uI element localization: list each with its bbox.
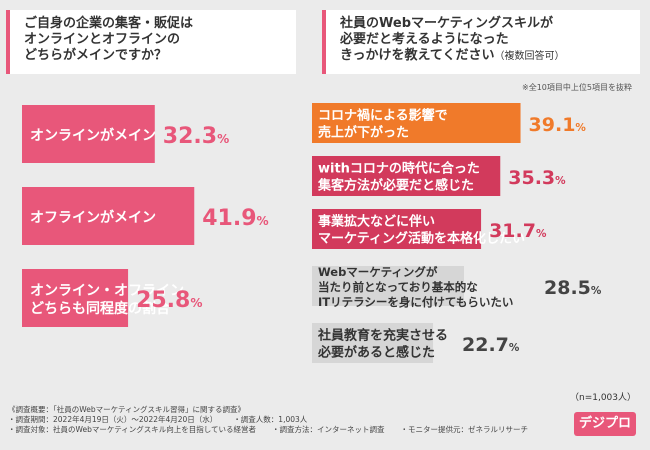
left-question-box: ご自身の企業の集客・販促は オンラインとオフラインの どちらがメインですか？ xyxy=(6,10,296,74)
left-question-line2: オンラインとオフラインの xyxy=(24,32,181,47)
right-bar-category-label: 必要があると感じた xyxy=(317,345,435,361)
left-question-line3: どちらがメインですか？ xyxy=(24,48,168,63)
right-bar-category-label: withコロナの時代に合った xyxy=(318,161,480,177)
footer-provider: ・モニター提供元：ゼネラルリサーチ xyxy=(400,425,529,434)
right-bar-value-label: 22.7% xyxy=(462,334,520,356)
right-bar-value-label: 39.1% xyxy=(529,114,587,136)
right-question-box: 社員のWebマーケティングスキルが 必要だと考えるようになった きっかけを教えて… xyxy=(322,10,640,74)
right-bar-value-label: 35.3% xyxy=(508,167,566,189)
footer-target: ・調査対象：社員のWebマーケティングスキル向上を目指している経営者 xyxy=(8,425,257,434)
left-bar-category-label: どちらも同程度の割合 xyxy=(30,300,171,317)
right-question-line3: きっかけを教えてください xyxy=(340,48,495,63)
right-bar-category-label: 集客方法が必要だと感じた xyxy=(317,178,474,194)
footer-count: ・調査人数：1,003人 xyxy=(233,415,308,424)
survey-footer: 《調査概要：「社員のWebマーケティングスキル習得」に関する調査》 ・調査期間：… xyxy=(8,405,568,435)
sample-size-label: （n=1,003人） xyxy=(569,393,636,403)
brand-logo: デジプロ xyxy=(574,412,636,436)
right-question-line1: 社員のWebマーケティングスキルが xyxy=(340,16,553,31)
footer-overview: 《調査概要：「社員のWebマーケティングスキル習得」に関する調査》 xyxy=(8,405,245,414)
left-bar-value-label: 32.3% xyxy=(163,124,229,149)
footer-method: ・調査方法：インターネット調査 xyxy=(272,425,385,434)
footer-period: ・調査期間：2022年4月19日（火）〜2022年4月20日（水） xyxy=(8,415,218,424)
right-bar-category-label: ITリテラシーを身に付けてもらいたい xyxy=(318,295,513,309)
left-bar-category-label: オンラインがメイン xyxy=(30,127,156,144)
left-bar-value-label: 41.9% xyxy=(202,206,268,231)
right-bar-category-label: マーケティング活動を本格化したい xyxy=(318,231,525,247)
left-bar xyxy=(22,105,155,163)
right-bar-category-label: 社員教育を充実させる xyxy=(317,328,448,344)
left-bar-category-label: オンライン・オフライン xyxy=(30,283,184,299)
right-bar-category-label: コロナ禍による影響で xyxy=(318,108,448,124)
right-bar xyxy=(312,323,434,363)
right-bar xyxy=(312,103,521,143)
left-bar xyxy=(22,269,129,327)
right-bar-category-label: 売上が下がった xyxy=(318,125,409,141)
right-bar-category-label: 事業拡大などに伴い xyxy=(318,214,435,230)
right-bar xyxy=(312,209,482,249)
right-question-multi-answer-note: （複数回答可） xyxy=(494,51,565,62)
left-bar-category-label: オフラインがメイン xyxy=(30,209,156,226)
right-bar-value-label: 31.7% xyxy=(489,220,547,242)
left-bar-value-label: 25.8% xyxy=(136,288,202,313)
right-bar-value-label: 28.5% xyxy=(544,277,602,299)
right-bar-category-label: 当たり前となっており基本的な xyxy=(318,280,478,294)
right-bar xyxy=(312,156,501,196)
left-bar-chart: オンラインがメイン 32.3% オフラインがメイン 41.9% オンライン・オフラインど… xyxy=(22,105,269,327)
left-question-line1: ご自身の企業の集客・販促は xyxy=(24,16,194,31)
left-bar xyxy=(22,187,195,245)
right-bar xyxy=(312,266,464,306)
top5-note: ※全10項目中上位5項目を抜粋 xyxy=(522,83,632,92)
right-bar-category-label: Webマーケティングが xyxy=(318,265,438,279)
right-question-line2: 必要だと考えるようになった xyxy=(340,32,509,47)
